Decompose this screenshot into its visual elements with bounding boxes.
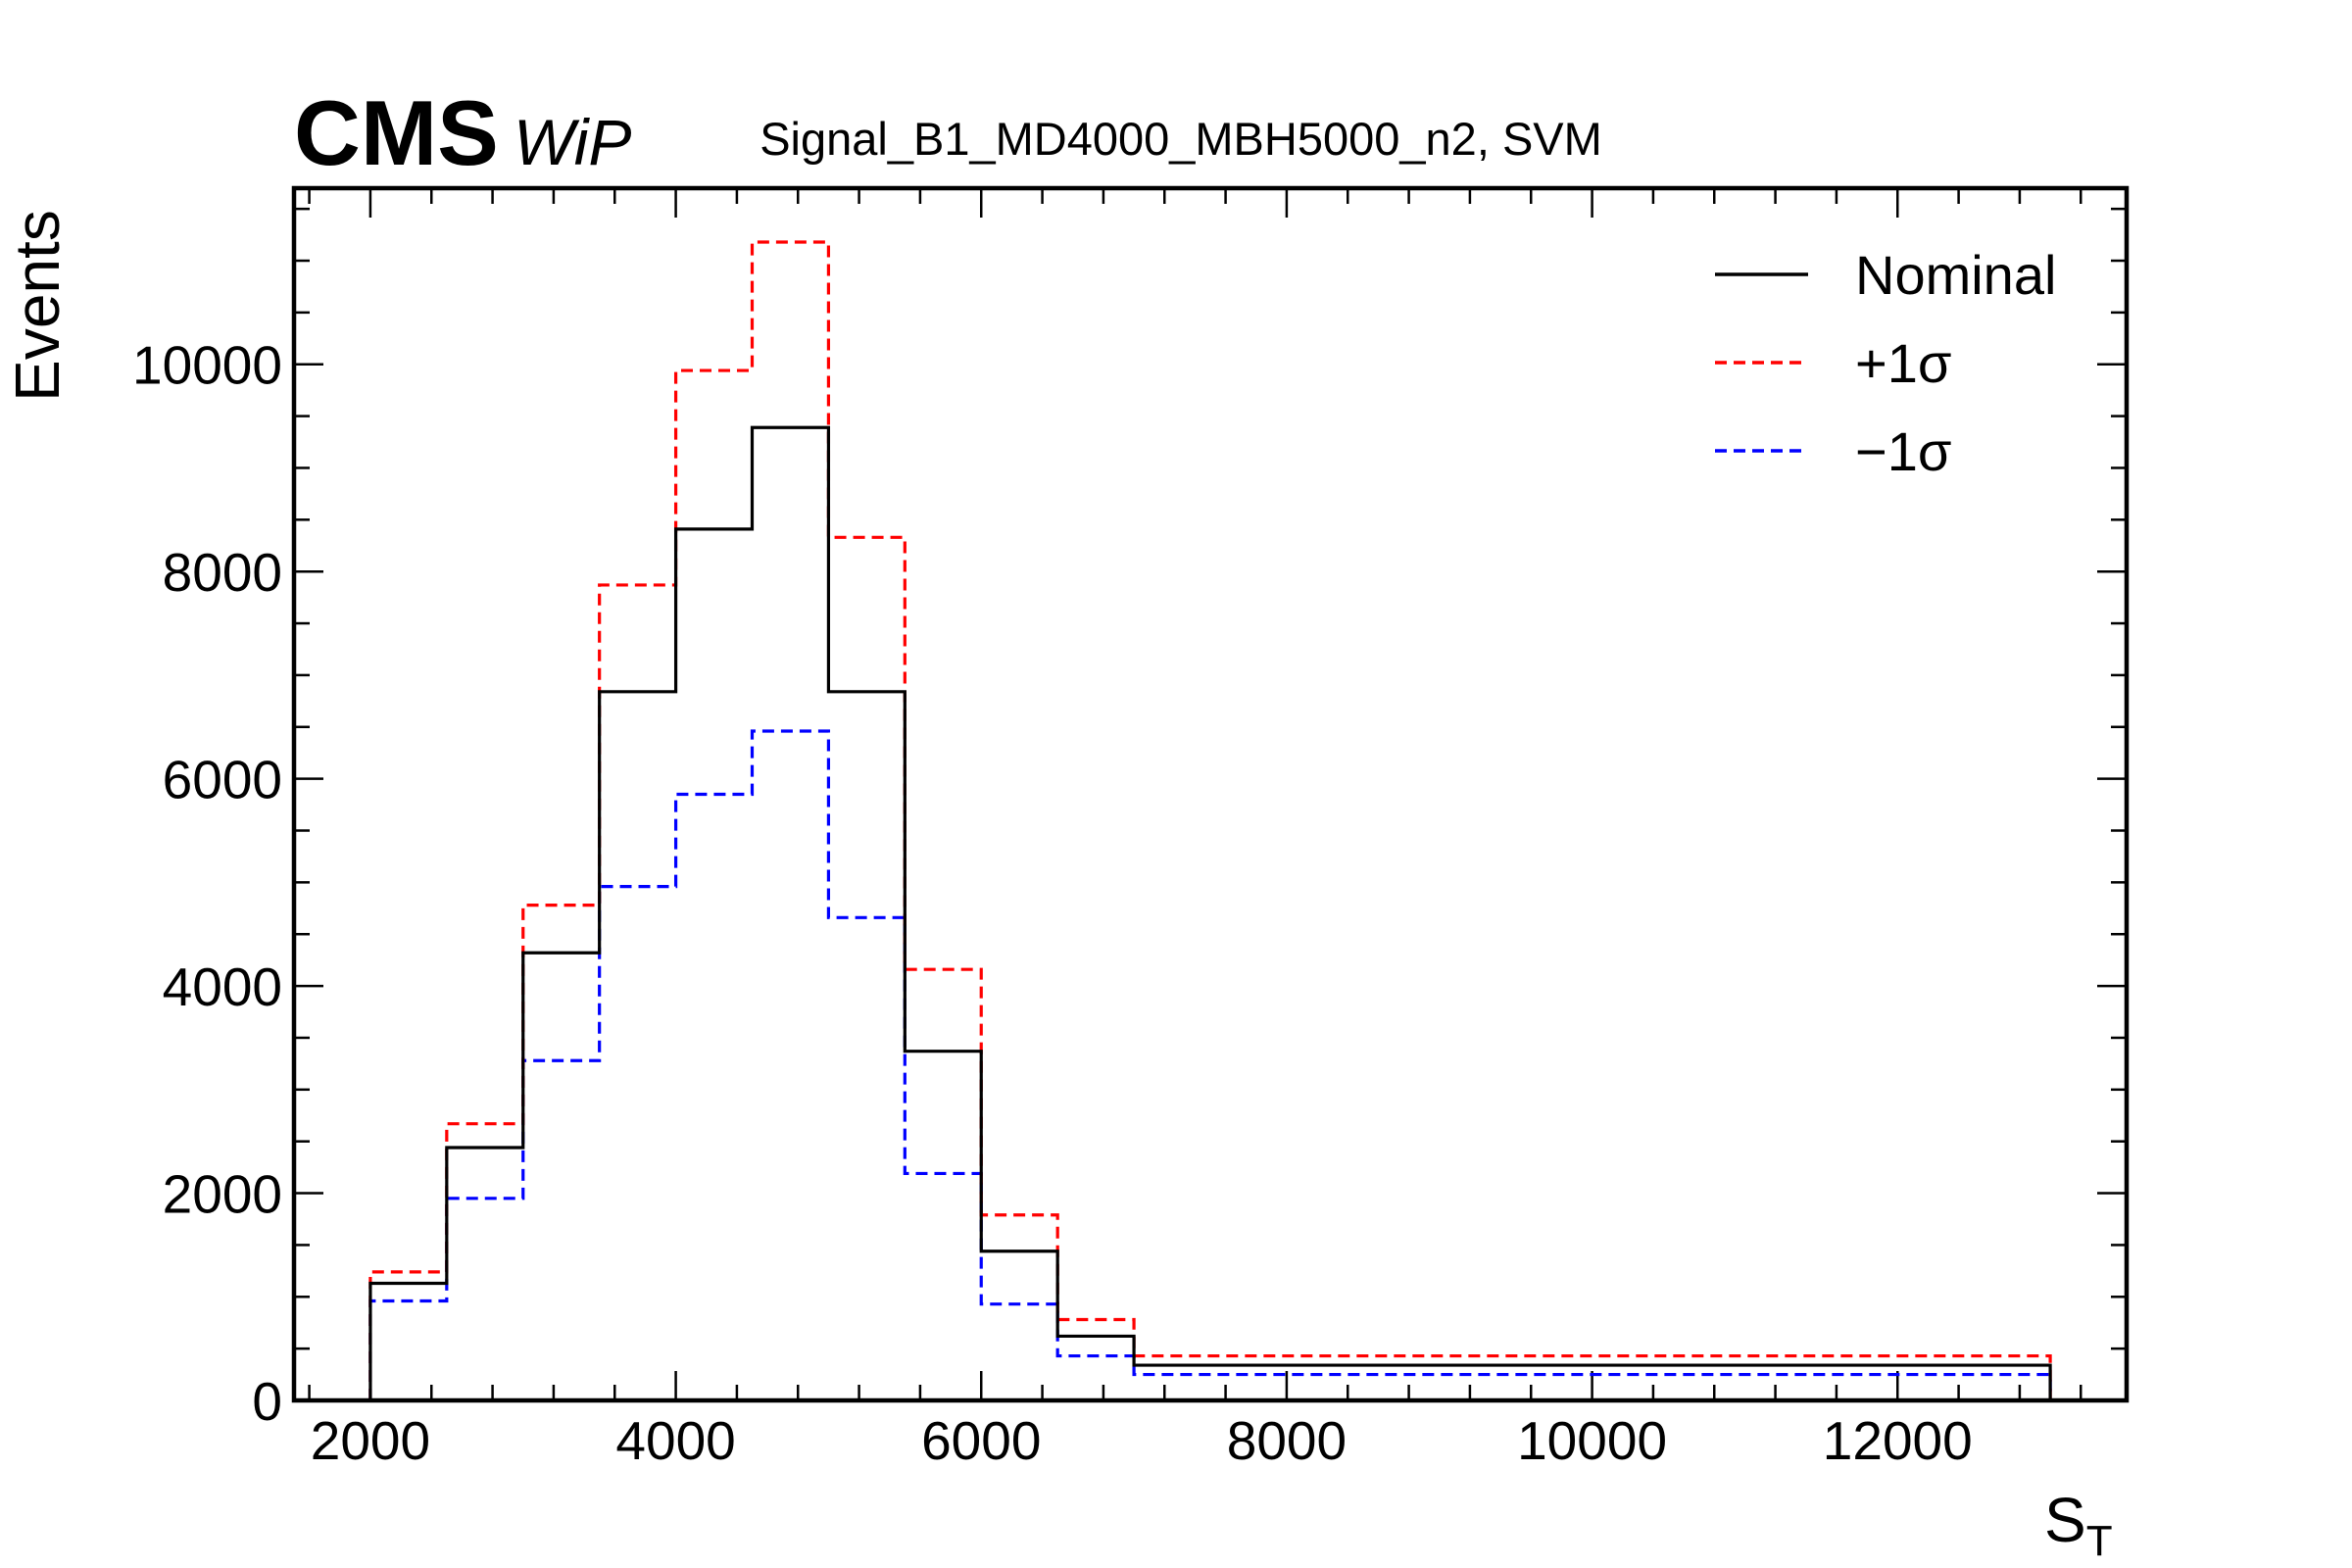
x-tick-labels: 2000 4000 6000 8000 10000 12000	[311, 1410, 1973, 1471]
x-tick-label: 10000	[1517, 1410, 1667, 1471]
y-tick-labels: 0 2000 4000 6000 8000 10000	[132, 335, 282, 1432]
x-axis-label: ST	[2044, 1485, 2113, 1565]
y-tick-label: 0	[252, 1371, 282, 1432]
legend-entry: +1σ	[1855, 332, 1951, 394]
x-axis-label-main: S	[2044, 1485, 2086, 1555]
y-tick-label: 6000	[163, 750, 282, 810]
series-line-plus-1-sigma	[368, 240, 2052, 1400]
legend: Nominal +1σ −1σ	[1715, 244, 2056, 482]
legend-entry: Nominal	[1855, 244, 2056, 306]
cms-label: CMS	[294, 81, 499, 184]
series-line-minus-1-sigma	[368, 729, 2052, 1400]
x-tick-label: 12000	[1823, 1410, 1973, 1471]
x-tick-label: 8000	[1227, 1410, 1347, 1471]
x-tick-label: 4000	[615, 1410, 735, 1471]
y-axis-label: Events	[2, 210, 73, 402]
y-tick-label: 4000	[163, 956, 282, 1017]
histogram-series	[368, 240, 2052, 1400]
wip-label: WiP	[514, 106, 631, 178]
x-tick-label: 2000	[311, 1410, 430, 1471]
x-axis-label-subscript: T	[2086, 1517, 2113, 1565]
y-tick-label: 2000	[163, 1164, 282, 1225]
chart-title: Signal_B1_MD4000_MBH5000_n2, SVM	[760, 113, 1602, 165]
y-tick-label: 10000	[132, 335, 282, 396]
x-tick-label: 6000	[921, 1410, 1041, 1471]
plot-frame	[291, 185, 2130, 1403]
y-tick-label: 8000	[163, 542, 282, 603]
series-line-nominal	[368, 425, 2052, 1400]
legend-entry: −1σ	[1855, 420, 1951, 482]
